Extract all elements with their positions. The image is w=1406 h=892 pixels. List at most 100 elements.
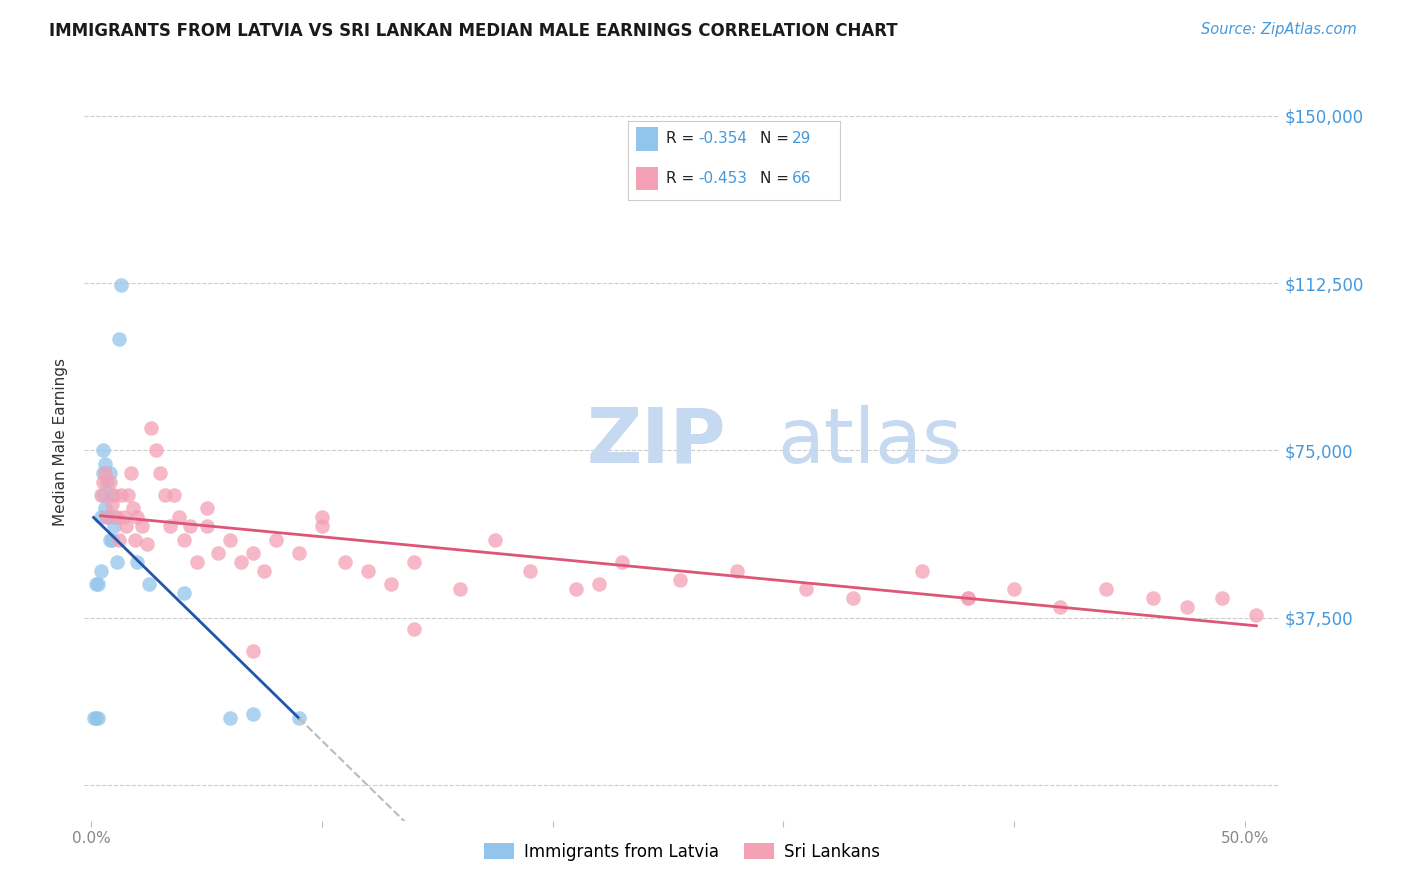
Sri Lankans — [668, 573, 690, 587]
Sri Lankans — [121, 501, 143, 516]
Sri Lankans — [159, 519, 181, 533]
Sri Lankans — [94, 466, 117, 480]
Immigrants from Latvia — [98, 466, 121, 480]
Immigrants from Latvia — [103, 519, 125, 533]
Sri Lankans — [179, 519, 201, 533]
Sri Lankans — [195, 519, 218, 533]
Sri Lankans — [101, 497, 124, 511]
Sri Lankans — [841, 591, 863, 605]
Sri Lankans — [98, 475, 121, 489]
Immigrants from Latvia — [127, 555, 149, 569]
Text: Source: ZipAtlas.com: Source: ZipAtlas.com — [1201, 22, 1357, 37]
Immigrants from Latvia — [89, 510, 111, 524]
Immigrants from Latvia — [87, 577, 110, 591]
Immigrants from Latvia — [101, 488, 124, 502]
Immigrants from Latvia — [110, 278, 132, 293]
Legend: Immigrants from Latvia, Sri Lankans: Immigrants from Latvia, Sri Lankans — [475, 835, 889, 869]
Text: IMMIGRANTS FROM LATVIA VS SRI LANKAN MEDIAN MALE EARNINGS CORRELATION CHART: IMMIGRANTS FROM LATVIA VS SRI LANKAN MED… — [49, 22, 898, 40]
Immigrants from Latvia — [84, 577, 107, 591]
Sri Lankans — [311, 510, 333, 524]
Sri Lankans — [135, 537, 157, 551]
Immigrants from Latvia — [98, 533, 121, 547]
Sri Lankans — [956, 591, 979, 605]
Sri Lankans — [264, 533, 287, 547]
Sri Lankans — [484, 533, 506, 547]
Sri Lankans — [1211, 591, 1233, 605]
Sri Lankans — [127, 510, 149, 524]
Sri Lankans — [153, 488, 176, 502]
Sri Lankans — [91, 475, 114, 489]
Immigrants from Latvia — [96, 510, 118, 524]
Sri Lankans — [565, 582, 588, 596]
Sri Lankans — [610, 555, 633, 569]
Sri Lankans — [1002, 582, 1025, 596]
Immigrants from Latvia — [218, 711, 240, 725]
Sri Lankans — [195, 501, 218, 516]
Y-axis label: Median Male Earnings: Median Male Earnings — [53, 358, 69, 525]
Sri Lankans — [1049, 599, 1071, 614]
Sri Lankans — [588, 577, 610, 591]
Sri Lankans — [1246, 608, 1268, 623]
Text: ZIP: ZIP — [586, 405, 725, 478]
Sri Lankans — [163, 488, 186, 502]
Sri Lankans — [1175, 599, 1198, 614]
Text: R =: R = — [666, 131, 699, 146]
Sri Lankans — [207, 546, 229, 560]
Text: atlas: atlas — [778, 405, 962, 478]
Immigrants from Latvia — [108, 332, 131, 346]
Immigrants from Latvia — [94, 457, 117, 471]
Sri Lankans — [173, 533, 195, 547]
Immigrants from Latvia — [87, 711, 110, 725]
Immigrants from Latvia — [105, 555, 128, 569]
Sri Lankans — [89, 488, 111, 502]
Sri Lankans — [131, 519, 153, 533]
Sri Lankans — [404, 622, 426, 636]
Sri Lankans — [311, 519, 333, 533]
Sri Lankans — [145, 443, 167, 458]
Sri Lankans — [357, 564, 380, 578]
Bar — [637, 167, 658, 190]
Text: R =: R = — [666, 171, 699, 186]
Sri Lankans — [288, 546, 311, 560]
Sri Lankans — [1142, 591, 1164, 605]
Text: 66: 66 — [792, 171, 811, 186]
Sri Lankans — [112, 510, 135, 524]
Immigrants from Latvia — [103, 510, 125, 524]
Immigrants from Latvia — [91, 488, 114, 502]
Sri Lankans — [108, 533, 131, 547]
Sri Lankans — [96, 510, 118, 524]
Sri Lankans — [333, 555, 356, 569]
Sri Lankans — [380, 577, 402, 591]
Sri Lankans — [911, 564, 934, 578]
Sri Lankans — [110, 488, 132, 502]
Immigrants from Latvia — [83, 711, 105, 725]
Text: N =: N = — [759, 171, 793, 186]
Immigrants from Latvia — [91, 466, 114, 480]
Sri Lankans — [103, 488, 125, 502]
Sri Lankans — [956, 591, 979, 605]
Immigrants from Latvia — [84, 711, 107, 725]
Sri Lankans — [242, 546, 264, 560]
Bar — [637, 127, 658, 151]
Sri Lankans — [231, 555, 253, 569]
Immigrants from Latvia — [96, 475, 118, 489]
Text: -0.453: -0.453 — [697, 171, 747, 186]
Sri Lankans — [167, 510, 190, 524]
Sri Lankans — [124, 533, 146, 547]
Sri Lankans — [1095, 582, 1118, 596]
Sri Lankans — [186, 555, 208, 569]
Immigrants from Latvia — [89, 564, 111, 578]
Sri Lankans — [404, 555, 426, 569]
Text: -0.354: -0.354 — [697, 131, 747, 146]
Sri Lankans — [117, 488, 139, 502]
Immigrants from Latvia — [242, 706, 264, 721]
Sri Lankans — [449, 582, 471, 596]
Immigrants from Latvia — [94, 501, 117, 516]
Immigrants from Latvia — [288, 711, 311, 725]
Sri Lankans — [120, 466, 142, 480]
Sri Lankans — [796, 582, 818, 596]
Sri Lankans — [725, 564, 748, 578]
Sri Lankans — [218, 533, 240, 547]
Text: 29: 29 — [792, 131, 811, 146]
Sri Lankans — [242, 644, 264, 658]
